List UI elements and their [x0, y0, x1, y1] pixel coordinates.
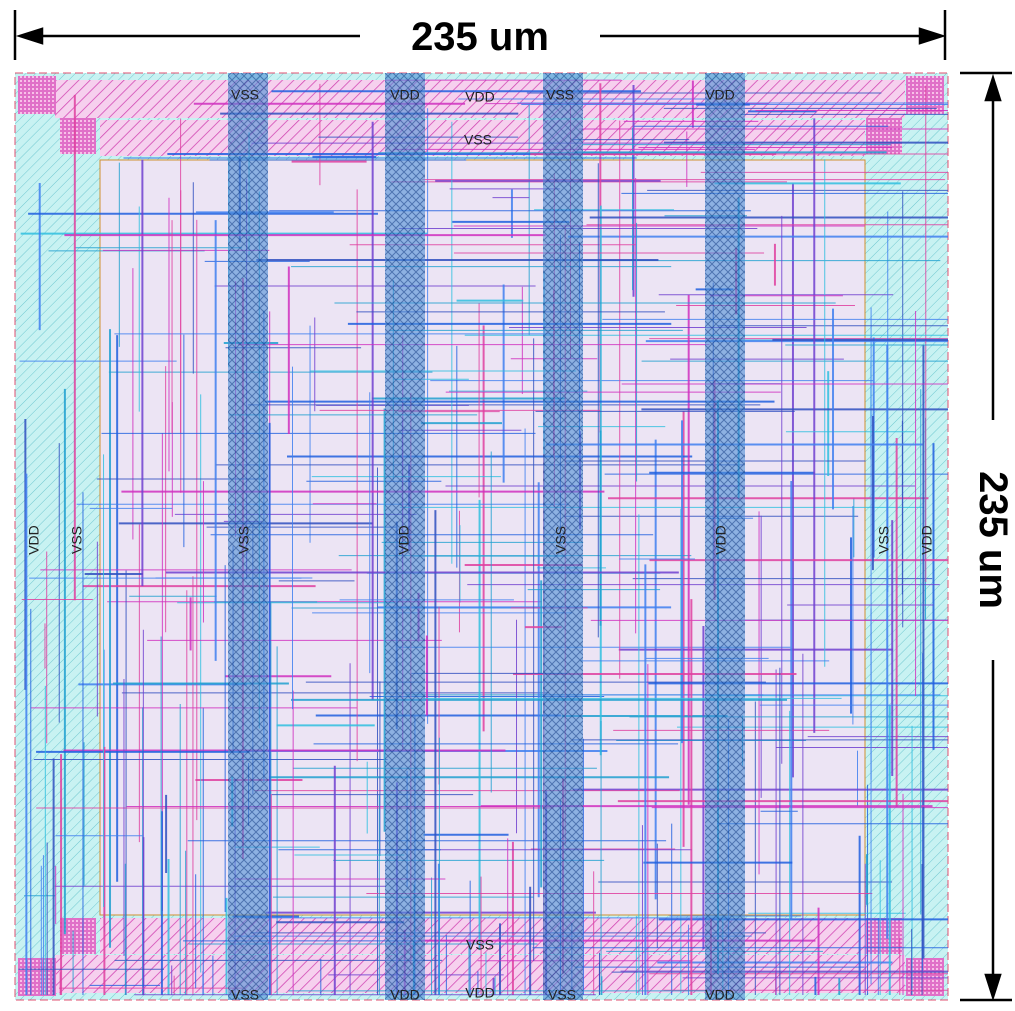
arrow-head [15, 27, 44, 45]
net-label: VDD [390, 87, 420, 103]
net-label: VDD [390, 987, 420, 1003]
net-label: VDD [396, 525, 412, 555]
net-label: VSS [69, 526, 85, 554]
net-labels: VSS VDD VDD VSS VDD VSS VDD VSS VSS VDD VSS VDD VSS V… [26, 87, 935, 1003]
width-label: 235 um [411, 15, 549, 59]
net-label: VDD [465, 89, 495, 105]
corner-pad [18, 958, 56, 996]
net-label: VSS [236, 526, 252, 554]
net-label: VSS [553, 526, 569, 554]
net-label: VSS [464, 132, 492, 148]
height-label: 235 um [971, 471, 1015, 609]
corner-pad [866, 118, 902, 154]
corner-pads [18, 76, 944, 996]
net-label: VDD [919, 525, 935, 555]
net-label: VDD [705, 987, 735, 1003]
net-label: VSS [231, 987, 259, 1003]
arrow-head [984, 973, 1002, 1002]
arrow-head [918, 27, 947, 45]
corner-pad [906, 76, 944, 114]
net-label: VDD [705, 87, 735, 103]
corner-pad [60, 118, 96, 154]
net-label: VSS [548, 987, 576, 1003]
power-stripe [543, 73, 583, 1000]
net-label: VDD [26, 525, 42, 555]
corner-pad [18, 76, 56, 114]
net-label: VSS [876, 526, 892, 554]
power-stripe [228, 73, 268, 1000]
net-label: VSS [231, 87, 259, 103]
power-stripe [385, 73, 425, 1000]
net-label: VDD [465, 985, 495, 1001]
dimension-markers [13, 10, 1012, 1002]
power-stripes [228, 73, 745, 1000]
power-stripe [705, 73, 745, 1000]
corner-pad [60, 918, 96, 954]
net-label: VSS [546, 87, 574, 103]
net-label: VSS [466, 937, 494, 953]
arrow-head [984, 73, 1002, 102]
net-label: VDD [713, 525, 729, 555]
